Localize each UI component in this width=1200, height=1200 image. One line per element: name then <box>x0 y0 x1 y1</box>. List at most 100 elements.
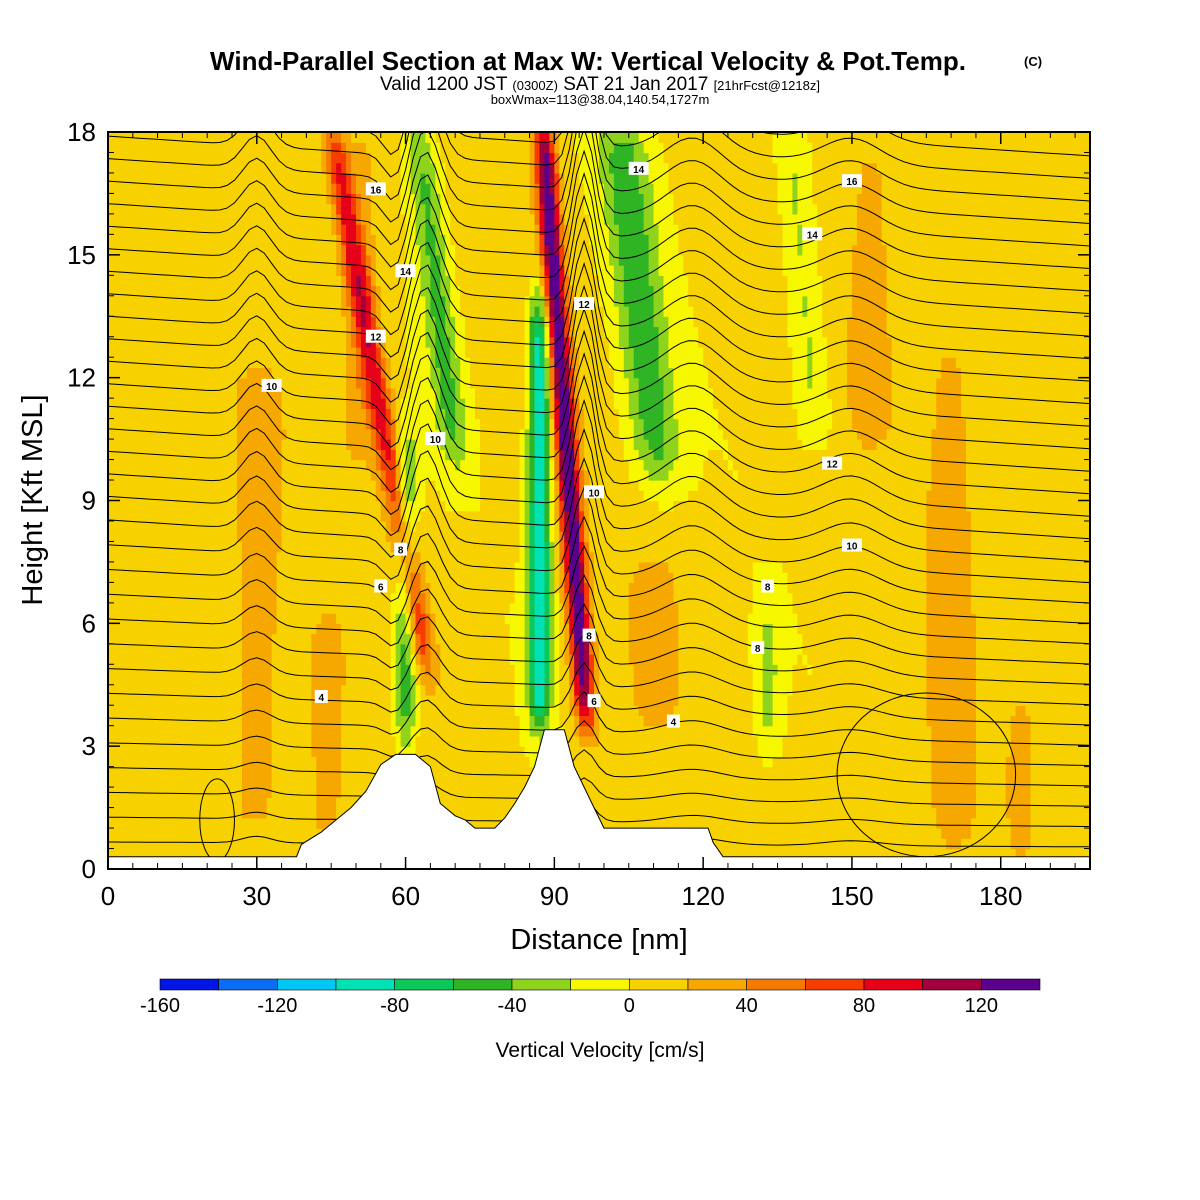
field-cell <box>430 746 436 758</box>
field-cell <box>708 694 714 706</box>
field-cell <box>782 674 789 686</box>
field-cell <box>648 633 655 645</box>
field-cell <box>713 674 719 686</box>
field-cell <box>797 633 803 645</box>
field-cell <box>628 746 635 758</box>
field-cell <box>212 654 218 665</box>
field-cell <box>896 684 903 696</box>
field-cell <box>653 807 660 819</box>
field-cell <box>668 613 674 624</box>
field-cell <box>142 654 149 665</box>
field-cell <box>683 756 689 768</box>
field-cell <box>901 746 908 758</box>
field-cell <box>212 735 218 747</box>
field-cell <box>911 664 918 676</box>
field-cell <box>296 725 303 737</box>
field-cell <box>157 705 164 717</box>
field-cell <box>246 735 253 747</box>
field-cell <box>846 684 853 696</box>
field-cell <box>122 654 129 665</box>
field-cell <box>380 613 387 624</box>
field-cell <box>127 643 134 655</box>
field-cell <box>837 787 843 798</box>
field-cell <box>336 664 342 676</box>
field-cell <box>162 643 169 655</box>
field-cell <box>921 807 927 819</box>
field-cell <box>792 797 798 809</box>
field-cell <box>1045 848 1051 860</box>
field-cell <box>162 817 169 829</box>
field-cell <box>817 828 823 839</box>
field-cell <box>271 643 278 655</box>
field-cell <box>236 633 243 645</box>
field-cell <box>360 674 367 686</box>
field-cell <box>856 817 863 829</box>
field-cell <box>951 828 957 839</box>
field-cell <box>623 674 630 686</box>
field-cell <box>782 654 789 665</box>
field-cell <box>346 694 352 706</box>
field-cell <box>832 848 838 860</box>
field-cell <box>747 664 754 676</box>
field-cell <box>499 674 506 686</box>
field-cell <box>440 705 446 717</box>
field-cell <box>703 674 709 686</box>
field-cell <box>326 684 332 696</box>
field-cell <box>1070 694 1076 706</box>
field-cell <box>990 684 997 696</box>
field-cell <box>970 664 977 676</box>
field-cell <box>817 756 823 768</box>
field-cell <box>202 643 208 655</box>
field-cell <box>732 828 739 839</box>
field-cell <box>866 725 873 737</box>
field-cell <box>1070 848 1076 860</box>
field-cell <box>1065 643 1071 655</box>
field-cell <box>732 756 739 768</box>
field-cell <box>673 684 679 696</box>
field-cell <box>241 643 248 655</box>
field-cell <box>460 766 466 778</box>
field-cell <box>812 787 818 798</box>
field-cell <box>167 613 174 624</box>
field-cell <box>886 828 893 839</box>
field-cell <box>975 705 982 717</box>
field-cell <box>559 643 565 655</box>
field-cell <box>613 643 620 655</box>
field-cell <box>1080 613 1086 624</box>
field-cell <box>301 664 307 676</box>
field-cell <box>1010 756 1017 768</box>
field-cell <box>708 684 714 696</box>
field-cell <box>157 756 164 768</box>
field-cell <box>762 694 769 706</box>
field-cell <box>1005 654 1012 665</box>
field-cell <box>703 623 709 635</box>
field-cell <box>122 766 129 778</box>
field-cell <box>921 633 927 645</box>
field-cell <box>594 756 600 768</box>
field-cell <box>147 725 154 737</box>
field-cell <box>1030 623 1037 635</box>
field-cell <box>405 633 412 645</box>
field-cell <box>594 766 600 778</box>
field-cell <box>450 715 456 727</box>
field-cell <box>876 848 883 860</box>
field-cell <box>266 766 273 778</box>
field-cell <box>435 654 441 665</box>
field-cell <box>152 797 159 809</box>
field-cell <box>251 715 258 727</box>
field-cell <box>688 654 694 665</box>
field-cell <box>127 817 134 829</box>
field-cell <box>792 776 798 788</box>
field-cell <box>256 735 263 747</box>
field-cell <box>921 725 927 737</box>
field-cell <box>931 828 937 839</box>
field-cell <box>946 746 952 758</box>
field-cell <box>291 787 298 798</box>
field-cell <box>871 715 878 727</box>
field-cell <box>891 725 898 737</box>
field-cell <box>1005 684 1012 696</box>
field-cell <box>281 613 288 624</box>
field-cell <box>752 828 759 839</box>
field-cell <box>961 797 967 809</box>
field-cell <box>177 787 183 798</box>
